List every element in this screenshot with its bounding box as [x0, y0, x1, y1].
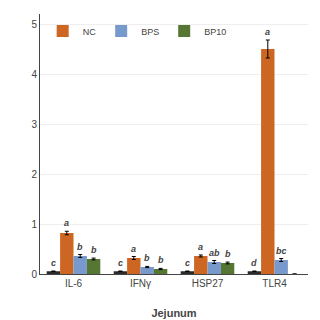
- svg-text:4: 4: [31, 69, 37, 80]
- svg-text:c: c: [118, 258, 123, 268]
- svg-text:c: c: [51, 258, 56, 268]
- svg-text:TLR4: TLR4: [262, 278, 287, 289]
- svg-text:ab: ab: [209, 248, 220, 258]
- svg-text:2: 2: [31, 169, 37, 180]
- svg-text:5: 5: [31, 19, 37, 30]
- svg-text:b: b: [144, 253, 150, 263]
- svg-text:b: b: [158, 255, 164, 265]
- svg-text:b: b: [225, 249, 231, 259]
- svg-text:IL-6: IL-6: [65, 278, 83, 289]
- svg-text:Jejunum: Jejunum: [151, 307, 196, 319]
- svg-text:BP10: BP10: [204, 27, 226, 37]
- svg-text:HSP27: HSP27: [192, 278, 224, 289]
- svg-text:a: a: [198, 242, 203, 252]
- svg-text:BPS: BPS: [141, 27, 159, 37]
- svg-text:c: c: [185, 258, 190, 268]
- svg-text:a: a: [64, 218, 69, 228]
- svg-text:b: b: [91, 245, 97, 255]
- svg-text:d: d: [251, 258, 257, 268]
- svg-text:IFNγ: IFNγ: [130, 278, 151, 289]
- svg-text:1: 1: [31, 219, 37, 230]
- svg-text:b: b: [77, 242, 83, 252]
- svg-text:0: 0: [31, 269, 37, 280]
- svg-text:a: a: [265, 27, 270, 37]
- svg-text:3: 3: [31, 119, 37, 130]
- svg-text:NC: NC: [83, 27, 96, 37]
- svg-text:a: a: [131, 244, 136, 254]
- svg-text:bc: bc: [276, 246, 287, 256]
